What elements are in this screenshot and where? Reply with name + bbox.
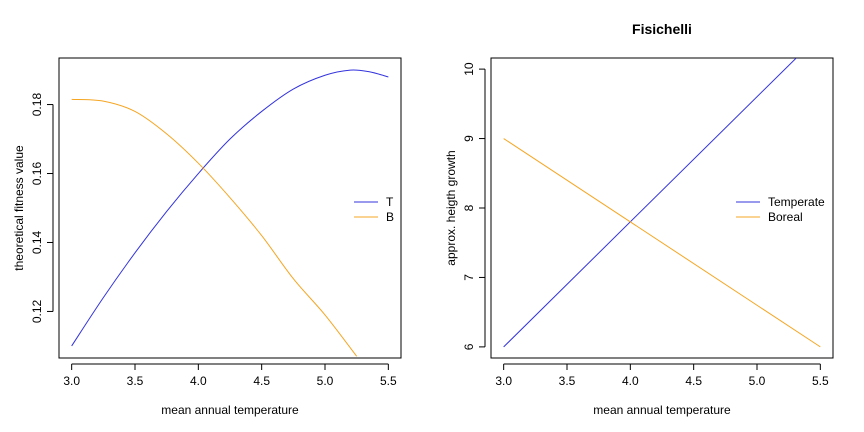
y-axis-title: approx. heigth growth [444, 150, 458, 265]
x-tick-label: 5.5 [812, 374, 829, 388]
x-tick-label: 3.5 [127, 374, 144, 388]
x-axis-title: mean annual temperature [161, 403, 299, 417]
x-tick-label: 5.0 [317, 374, 334, 388]
x-tick-label: 5.5 [380, 374, 397, 388]
plot-frame [58, 57, 402, 359]
legend-label: Boreal [768, 210, 803, 224]
y-tick-label: 0.14 [30, 230, 44, 254]
y-axis-title: theoretical fitness value [12, 145, 26, 271]
legend-label: Temperate [768, 195, 825, 209]
x-tick-label: 5.0 [749, 374, 766, 388]
series-line-temperate [503, 58, 797, 348]
chart-title: Fisichelli [632, 21, 692, 37]
legend-label: B [386, 210, 394, 224]
y-tick-label: 6 [462, 343, 476, 350]
left-panel: 3.0 3.5 4.0 4.5 5.0 5.5 0.12 0.14 0.16 0.18 mean a… [12, 57, 402, 417]
y-tick-label: 9 [462, 135, 476, 142]
y-tick-label: 0.12 [30, 299, 44, 323]
y-tick-label: 0.18 [30, 93, 44, 117]
series-group [503, 58, 821, 348]
right-panel: 3.0 3.5 4.0 4.5 5.0 5.5 6 7 8 9 10 mean annual temp… [444, 21, 834, 417]
y-tick-label: 0.16 [30, 162, 44, 186]
x-axis-title: mean annual temperature [593, 403, 731, 417]
x-tick-label: 4.0 [190, 374, 207, 388]
y-tick-label: 7 [462, 274, 476, 281]
legend-label: T [386, 195, 394, 209]
x-tick-label: 3.0 [495, 374, 512, 388]
x-tick-label: 4.5 [253, 374, 270, 388]
y-tick-label: 8 [462, 204, 476, 211]
x-tick-label: 3.5 [559, 374, 576, 388]
plot-frame [490, 57, 834, 359]
series-line-b [71, 98, 358, 357]
series-group [71, 69, 389, 357]
y-tick-label: 10 [462, 62, 476, 76]
x-tick-label: 4.0 [622, 374, 639, 388]
x-tick-label: 3.0 [63, 374, 80, 388]
series-line-boreal [503, 138, 821, 348]
series-line-t [71, 69, 389, 347]
x-tick-label: 4.5 [685, 374, 702, 388]
